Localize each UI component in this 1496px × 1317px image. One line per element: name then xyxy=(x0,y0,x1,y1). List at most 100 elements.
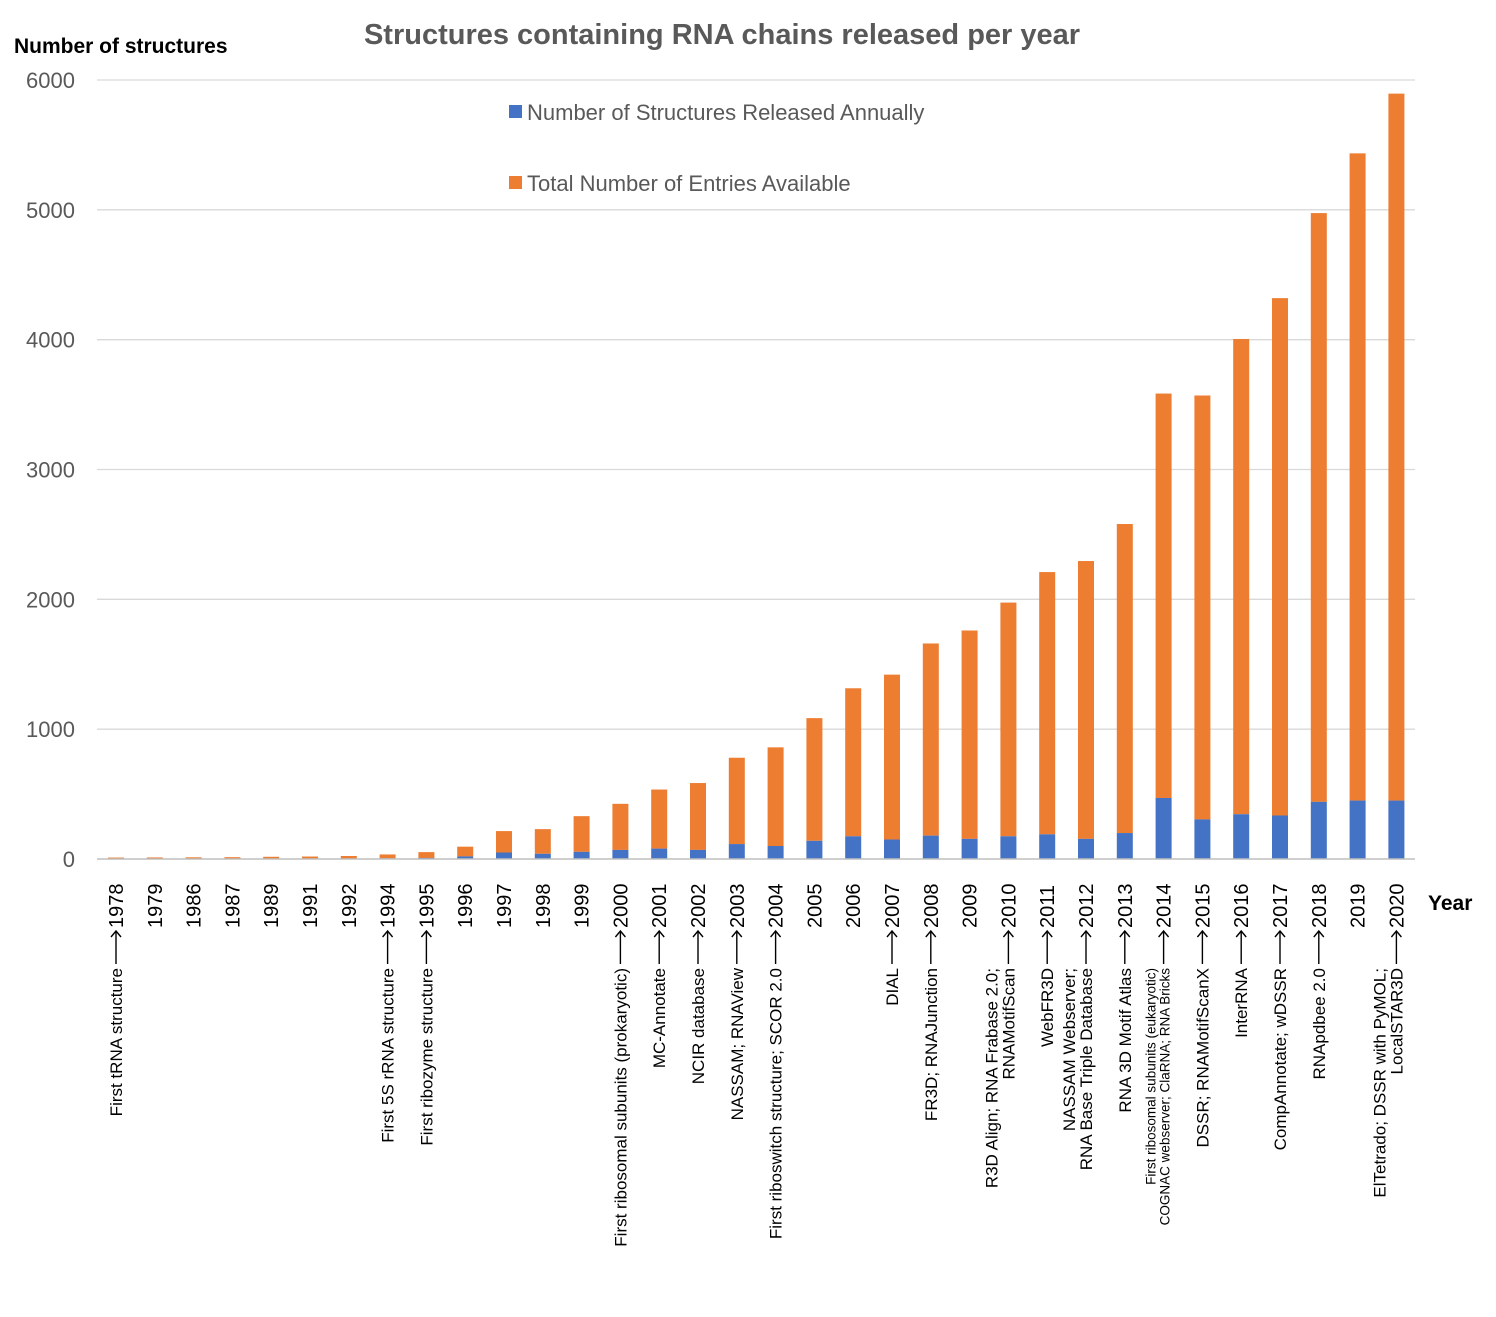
bar-released-annually xyxy=(1310,801,1327,859)
bar-released-annually xyxy=(457,856,474,859)
bar-released-annually xyxy=(1233,814,1250,859)
annotation-label: FR3D; RNAJunction xyxy=(922,968,941,1121)
annotation-label: DSSR; RNAMotifScanX xyxy=(1193,968,1212,1148)
bar-total-entries xyxy=(457,846,474,857)
bar-total-entries xyxy=(534,829,551,854)
annotation-label: First riboswitch structure; SCOR 2.0 xyxy=(767,968,786,1239)
bar-total-entries xyxy=(806,718,823,841)
bar-released-annually xyxy=(961,838,978,859)
annotation-arrowhead xyxy=(614,929,626,938)
x-tick-label: 2000 xyxy=(610,884,632,929)
bar-released-annually xyxy=(612,849,629,859)
bar-released-annually xyxy=(767,846,784,859)
annotation-arrowhead xyxy=(1313,929,1325,938)
x-tick-label: 2020 xyxy=(1386,884,1408,929)
legend-label: Number of Structures Released Annually xyxy=(527,100,924,125)
x-tick-label: 2019 xyxy=(1348,884,1370,929)
bar-released-annually xyxy=(1116,833,1133,859)
x-tick-label: 2008 xyxy=(921,884,943,929)
y-tick-labels: 0 1000 2000 3000 4000 5000 6000 xyxy=(26,68,75,872)
annotation-arrowhead xyxy=(770,929,782,938)
x-tick-labels: 1978 1979 1986 1987 1989 1991 1992 1994 1995 1996… xyxy=(106,884,1408,929)
annotation-arrowhead xyxy=(1041,929,1053,938)
annotation-label: R3D Align; RNA Frabase 2.0; xyxy=(982,968,1001,1188)
x-tick-label: 2017 xyxy=(1270,884,1292,929)
annotation-arrowhead xyxy=(382,929,394,938)
annotation-arrowhead xyxy=(420,929,432,938)
bar-released-annually xyxy=(1000,836,1017,859)
annotation-label: First tRNA structure xyxy=(107,968,126,1116)
annotation-arrowhead xyxy=(692,929,704,938)
bar-released-annually xyxy=(1039,834,1056,859)
x-axis-label: Year xyxy=(1428,892,1472,915)
bar-total-entries xyxy=(146,857,163,859)
bar-total-entries xyxy=(1000,602,1017,837)
x-tick-label: 1979 xyxy=(145,884,167,929)
x-tick-label: 2004 xyxy=(766,884,788,929)
annotation-arrowhead xyxy=(925,929,937,938)
annotation-label: NASSAM Webserver; xyxy=(1060,968,1079,1131)
annotation-arrowhead xyxy=(1235,929,1247,938)
annotation-arrowhead xyxy=(1390,929,1402,938)
annotation-label: COGNAC webserver; ClaRNA; RNA Bricks xyxy=(1158,968,1173,1226)
bar-released-annually xyxy=(1272,815,1288,859)
bar-total-entries xyxy=(1388,93,1405,801)
bar-total-entries xyxy=(845,688,862,837)
annotation-arrowhead xyxy=(731,929,743,938)
bar-total-entries xyxy=(496,831,512,853)
annotation-label: LocalSTAR3D xyxy=(1387,968,1406,1074)
annotation-label: NCIR database xyxy=(689,968,708,1084)
x-tick-label: 1998 xyxy=(533,884,555,929)
bar-total-entries xyxy=(379,854,396,859)
bar-total-entries xyxy=(961,630,978,839)
x-tick-label: 2016 xyxy=(1231,884,1253,929)
annotation-label: RNA Base Triple Database xyxy=(1077,968,1096,1170)
bar-total-entries xyxy=(108,857,124,859)
bar-total-entries xyxy=(1272,298,1288,816)
bar-total-entries xyxy=(185,857,202,859)
bar-released-annually xyxy=(922,835,939,859)
x-tick-label: 1997 xyxy=(494,884,516,929)
y-tick-label: 5000 xyxy=(26,198,75,223)
bar-total-entries xyxy=(1078,561,1094,839)
x-tick-label: 2002 xyxy=(688,884,710,929)
annotation-label: First 5S rRNA structure xyxy=(379,968,398,1143)
bar-total-entries xyxy=(263,856,280,859)
bar-total-entries xyxy=(340,856,357,859)
x-tick-label: 2015 xyxy=(1192,884,1214,929)
bar-total-entries xyxy=(884,674,900,840)
y-tick-label: 2000 xyxy=(26,587,75,612)
y-axis-label: Number of structures xyxy=(14,35,228,58)
y-tick-label: 4000 xyxy=(26,328,75,353)
x-tick-label: 1992 xyxy=(339,884,361,929)
chart-title: Structures containing RNA chains release… xyxy=(364,19,1080,51)
x-tick-label: 1999 xyxy=(572,884,594,929)
annotation-arrowhead xyxy=(1119,929,1131,938)
x-tick-label: 2009 xyxy=(960,884,982,929)
x-tick-label: 2007 xyxy=(882,884,904,929)
bar-released-annually xyxy=(728,844,745,859)
bar-total-entries xyxy=(1349,153,1366,801)
annotation-label: RNAMotifScan xyxy=(999,968,1018,1079)
bar-released-annually xyxy=(806,840,823,859)
bar-total-entries xyxy=(224,857,241,859)
x-tick-label: 1987 xyxy=(222,884,244,929)
x-tick-label: 2006 xyxy=(843,884,865,929)
bar-released-annually xyxy=(1388,800,1405,859)
bar-total-entries xyxy=(1039,572,1056,835)
annotation-label: First ribosomal subunits (prokaryotic) xyxy=(611,968,630,1247)
annotation-label: CompAnnotate; wDSSR xyxy=(1271,968,1290,1150)
x-tick-label: 2013 xyxy=(1115,884,1137,929)
x-tick-label: 2001 xyxy=(649,884,671,929)
annotation-arrowhead xyxy=(110,929,122,938)
annotation-label: DIAL xyxy=(883,968,902,1006)
annotation-arrowhead xyxy=(1002,929,1014,938)
legend-swatch xyxy=(509,105,522,118)
bar-total-entries xyxy=(302,856,318,859)
bar-total-entries xyxy=(651,789,668,849)
bar-total-entries xyxy=(767,747,784,847)
bar-total-entries xyxy=(1233,339,1250,815)
annotation-arrowhead xyxy=(1274,929,1286,938)
bars xyxy=(108,93,1405,860)
